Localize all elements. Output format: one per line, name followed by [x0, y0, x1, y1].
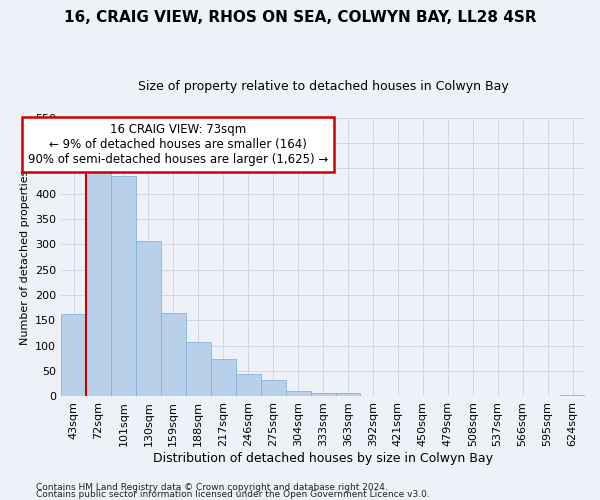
Title: Size of property relative to detached houses in Colwyn Bay: Size of property relative to detached ho…: [137, 80, 508, 93]
Bar: [260, 380, 286, 396]
Bar: [136, 241, 161, 396]
X-axis label: Distribution of detached houses by size in Colwyn Bay: Distribution of detached houses by size …: [153, 452, 493, 465]
Text: Contains HM Land Registry data © Crown copyright and database right 2024.: Contains HM Land Registry data © Crown c…: [36, 484, 388, 492]
Text: 16 CRAIG VIEW: 73sqm
← 9% of detached houses are smaller (164)
90% of semi-detac: 16 CRAIG VIEW: 73sqm ← 9% of detached ho…: [28, 123, 328, 166]
Text: 16, CRAIG VIEW, RHOS ON SEA, COLWYN BAY, LL28 4SR: 16, CRAIG VIEW, RHOS ON SEA, COLWYN BAY,…: [64, 10, 536, 25]
Bar: [211, 359, 236, 397]
Y-axis label: Number of detached properties: Number of detached properties: [20, 170, 29, 345]
Bar: [86, 168, 111, 396]
Bar: [335, 394, 361, 396]
Bar: [236, 374, 260, 396]
Bar: [311, 394, 335, 396]
Bar: [161, 313, 186, 396]
Bar: [61, 314, 86, 396]
Bar: [286, 392, 311, 396]
Bar: [111, 176, 136, 396]
Text: Contains public sector information licensed under the Open Government Licence v3: Contains public sector information licen…: [36, 490, 430, 499]
Bar: [186, 342, 211, 396]
